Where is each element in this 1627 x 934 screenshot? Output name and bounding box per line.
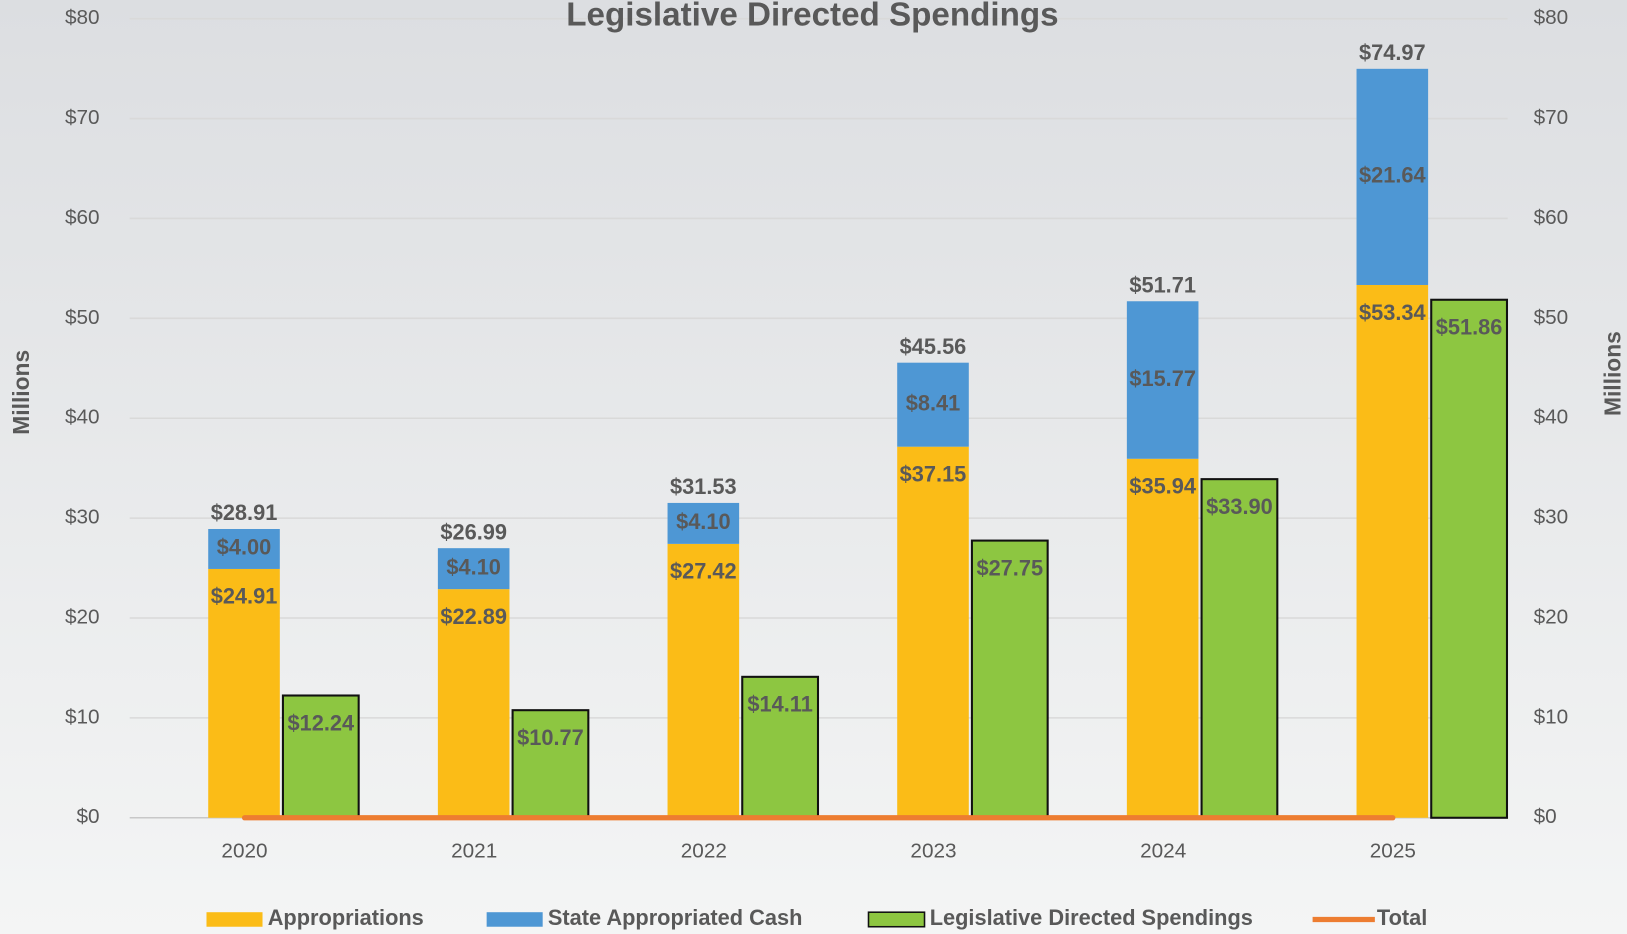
data-label: $37.15 — [900, 461, 967, 486]
data-label: $33.90 — [1206, 494, 1273, 519]
total-label: $51.71 — [1129, 272, 1196, 297]
bar — [970, 539, 1049, 819]
y2-axis-label: Millions — [1600, 331, 1626, 416]
data-label: $35.94 — [1129, 474, 1196, 499]
bar — [1126, 301, 1199, 459]
y2-tick-label: $0 — [1534, 805, 1557, 828]
legend-swatch — [867, 911, 926, 928]
x-tick-label: 2023 — [910, 839, 956, 862]
legend-swatch — [206, 912, 263, 927]
bar — [667, 543, 740, 818]
x-tick-label: 2021 — [451, 839, 497, 862]
legend-label: State Appropriated Cash — [548, 905, 803, 930]
y-tick-label: $70 — [65, 106, 100, 129]
y2-tick-label: $80 — [1534, 6, 1569, 29]
data-label: $22.89 — [440, 604, 507, 629]
data-label: $51.86 — [1436, 315, 1503, 340]
total-label: $45.56 — [900, 334, 967, 359]
bar — [281, 694, 360, 819]
y2-tick-label: $30 — [1534, 506, 1569, 529]
y-tick-label: $30 — [65, 506, 100, 529]
y-tick-label: $60 — [65, 206, 100, 229]
y-tick-label: $20 — [65, 605, 100, 628]
data-label: $8.41 — [906, 390, 961, 415]
total-label: $31.53 — [670, 474, 737, 499]
y2-tick-label: $40 — [1534, 406, 1569, 429]
data-label: $14.11 — [747, 692, 812, 717]
y-tick-label: $80 — [65, 6, 100, 29]
bar — [1356, 284, 1429, 818]
data-label: $15.77 — [1129, 366, 1196, 391]
legend-label: Appropriations — [268, 905, 424, 930]
legend-label: Total — [1377, 905, 1427, 930]
data-label: $4.10 — [446, 554, 501, 579]
legend-swatch — [486, 912, 543, 927]
x-tick-label: 2024 — [1140, 839, 1186, 862]
x-tick-label: 2020 — [221, 839, 267, 862]
total-label: $28.91 — [211, 500, 278, 525]
data-label: $4.00 — [217, 535, 272, 560]
bar — [741, 675, 820, 819]
bar — [1430, 298, 1509, 819]
data-label: $27.42 — [670, 559, 737, 584]
data-label: $24.91 — [211, 584, 278, 609]
legend-label: Legislative Directed Spendings — [930, 905, 1253, 930]
y-tick-label: $0 — [77, 805, 100, 828]
data-label: $12.24 — [287, 710, 354, 735]
y-tick-label: $10 — [65, 705, 100, 728]
total-label: $26.99 — [440, 519, 507, 544]
total-label: $74.97 — [1359, 40, 1426, 65]
bar — [208, 568, 280, 818]
y-tick-label: $50 — [65, 306, 100, 329]
y-tick-label: $40 — [65, 406, 100, 429]
y2-tick-label: $60 — [1534, 206, 1569, 229]
y2-tick-label: $20 — [1534, 605, 1569, 628]
y2-tick-label: $10 — [1534, 705, 1569, 728]
x-tick-label: 2025 — [1370, 839, 1416, 862]
data-label: $53.34 — [1359, 300, 1426, 325]
bar — [897, 362, 969, 447]
bar — [437, 589, 510, 818]
data-label: $27.75 — [976, 555, 1043, 580]
data-label: $10.77 — [517, 725, 584, 750]
bar — [1126, 458, 1199, 818]
bar — [437, 548, 510, 590]
bar — [1356, 68, 1429, 285]
bar — [897, 446, 969, 818]
y2-tick-label: $70 — [1534, 106, 1569, 129]
x-tick-label: 2022 — [681, 839, 727, 862]
bar — [667, 502, 740, 544]
bar — [208, 528, 280, 569]
data-label: $4.10 — [676, 509, 731, 534]
data-label: $21.64 — [1359, 163, 1426, 188]
chart-title: Legislative Directed Spendings — [566, 0, 1058, 33]
y-axis-label: Millions — [8, 350, 34, 435]
y2-tick-label: $50 — [1534, 306, 1569, 329]
bar — [1200, 478, 1279, 819]
